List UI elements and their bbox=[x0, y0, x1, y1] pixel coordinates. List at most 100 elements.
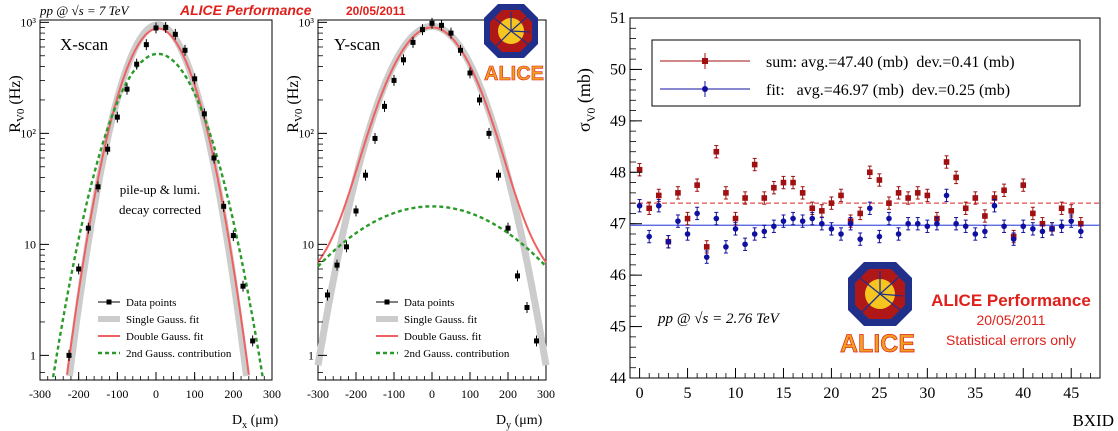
yscan-data-point bbox=[458, 47, 463, 53]
yscan-data-point bbox=[477, 97, 482, 103]
sum-data-point bbox=[943, 159, 950, 165]
fit-data-point bbox=[1068, 218, 1075, 224]
sum-data-point bbox=[636, 166, 643, 173]
xscan-data-point bbox=[211, 155, 217, 161]
fit-data-point bbox=[675, 218, 681, 224]
xscan-x-axis-title: Dx (μm) bbox=[232, 413, 279, 431]
xscan-scan-label: X-scan bbox=[60, 35, 109, 54]
alice-logo-top: ALICE bbox=[484, 4, 544, 85]
xscan-data-point bbox=[134, 61, 140, 67]
fit-data-point bbox=[895, 231, 902, 237]
alice-logo-bottom-text: ALICE bbox=[840, 330, 915, 358]
sum-data-point bbox=[924, 192, 931, 199]
sum-data-point bbox=[838, 192, 844, 199]
yscan-data-point bbox=[391, 77, 397, 83]
energy-label-left: pp @ √s = 7 TeV bbox=[39, 3, 130, 18]
sum-data-point bbox=[828, 200, 835, 206]
fit-data-point bbox=[790, 215, 796, 222]
fit-data-point bbox=[905, 220, 911, 227]
fit-data-point bbox=[943, 192, 950, 199]
yscan-data-point bbox=[372, 135, 378, 141]
yscan-data-point bbox=[410, 39, 416, 45]
sigma-x-tick-label: 25 bbox=[871, 385, 887, 402]
sum-data-point bbox=[866, 169, 873, 176]
sigma-y-tick-label: 51 bbox=[610, 10, 626, 27]
xscan-y-tick-label: 10 bbox=[24, 237, 36, 251]
sum-data-point bbox=[1058, 205, 1065, 212]
fit-data-point bbox=[809, 215, 816, 222]
xscan-data-point bbox=[114, 114, 120, 120]
sum-data-point bbox=[742, 195, 748, 201]
sigma-performance-date: 20/05/2011 bbox=[976, 312, 1045, 328]
sigma-panel: 0 5 10 15 20 25 30 35 40 45 44 45 46 47 48 49 50 51 sum:… bbox=[574, 10, 1114, 430]
xscan-legend-label: 2nd Gauss. contribution bbox=[126, 348, 232, 360]
fit-legend-label: fit: avg.=46.97 (mb) dev.=0.25 (mb) bbox=[766, 82, 1010, 99]
xscan-data-point bbox=[66, 352, 72, 358]
fit-data-point bbox=[1049, 226, 1055, 232]
sum-data-point bbox=[1068, 208, 1075, 214]
fit-data-point bbox=[742, 241, 748, 248]
yscan-x-tick-label: -100 bbox=[383, 387, 405, 401]
alice-logo-bottom: ALICE bbox=[840, 262, 915, 358]
fit-data-point bbox=[751, 231, 758, 237]
sum-data-point bbox=[694, 182, 700, 188]
sigma-performance-label: ALICE Performance bbox=[931, 291, 1091, 310]
yscan-legend-label: Data points bbox=[404, 297, 454, 309]
xscan-legend-marker bbox=[106, 299, 112, 305]
sum-data-point bbox=[675, 190, 681, 196]
yscan-data-point bbox=[382, 103, 387, 109]
fit-data-point bbox=[636, 202, 643, 209]
fit-data-point bbox=[799, 218, 806, 224]
sigma-energy-annotation: pp @ √s = 2.76 TeV bbox=[657, 311, 781, 327]
sigma-y-tick-label: 49 bbox=[610, 113, 626, 130]
performance-label-top: ALICE Performance bbox=[179, 2, 312, 18]
xscan-annotation-line2: decay corrected bbox=[119, 202, 201, 217]
fit-data-point bbox=[982, 228, 988, 235]
alice-logo-top-text: ALICE bbox=[484, 63, 544, 85]
sum-data-point bbox=[732, 215, 739, 222]
fit-data-point bbox=[703, 254, 710, 260]
sum-data-point bbox=[751, 161, 758, 168]
xscan-y-tick-label: 10³ bbox=[20, 15, 36, 29]
fit-data-point bbox=[857, 236, 864, 242]
fit-data-point bbox=[713, 215, 720, 222]
yscan-second-gauss-curve bbox=[317, 205, 547, 268]
fit-data-point bbox=[972, 231, 979, 237]
sum-data-point bbox=[895, 190, 902, 196]
yscan-legend-label: Single Gauss. fit bbox=[404, 314, 477, 326]
fit-data-point bbox=[723, 244, 729, 250]
sigma-y-tick-label: 48 bbox=[610, 164, 626, 181]
sigma-x-tick-label: 5 bbox=[684, 385, 692, 402]
yscan-data-point bbox=[448, 30, 454, 36]
yscan-legend-marker bbox=[384, 299, 390, 305]
yscan-data-point bbox=[334, 262, 340, 268]
fit-data-point bbox=[914, 220, 921, 227]
fit-data-point bbox=[876, 233, 883, 240]
fit-data-point bbox=[886, 215, 892, 222]
fit-data-point bbox=[953, 220, 959, 227]
xscan-data-point bbox=[85, 225, 91, 231]
xscan-legend-label: Data points bbox=[126, 297, 176, 309]
sum-data-point bbox=[655, 192, 662, 199]
xscan-x-tick-label: -200 bbox=[68, 387, 90, 401]
yscan-legend-label: Double Gauss. fit bbox=[404, 331, 481, 343]
xscan-data-point bbox=[192, 76, 198, 82]
yscan-data-point bbox=[515, 273, 520, 279]
sum-legend-label: sum: avg.=47.40 (mb) dev.=0.41 (mb) bbox=[766, 54, 1015, 71]
yscan-x-tick-label: 300 bbox=[537, 387, 555, 401]
fit-data-point bbox=[771, 223, 777, 230]
fit-data-point bbox=[819, 220, 825, 227]
sigma-y-tick-label: 47 bbox=[610, 216, 626, 233]
sigma-x-tick-label: 0 bbox=[636, 385, 644, 402]
xscan-data-point bbox=[143, 42, 149, 48]
yscan-x-tick-label: -200 bbox=[345, 387, 367, 401]
sigma-x-tick-label: 35 bbox=[967, 385, 983, 402]
fit-data-point bbox=[934, 220, 940, 227]
sum-data-point bbox=[684, 215, 691, 222]
sigma-x-tick-label: 15 bbox=[775, 385, 791, 402]
sigma-frame bbox=[629, 17, 1101, 379]
sum-data-point bbox=[972, 195, 979, 201]
yscan-x-tick-label: 0 bbox=[429, 387, 435, 401]
sum-data-point bbox=[953, 174, 959, 181]
